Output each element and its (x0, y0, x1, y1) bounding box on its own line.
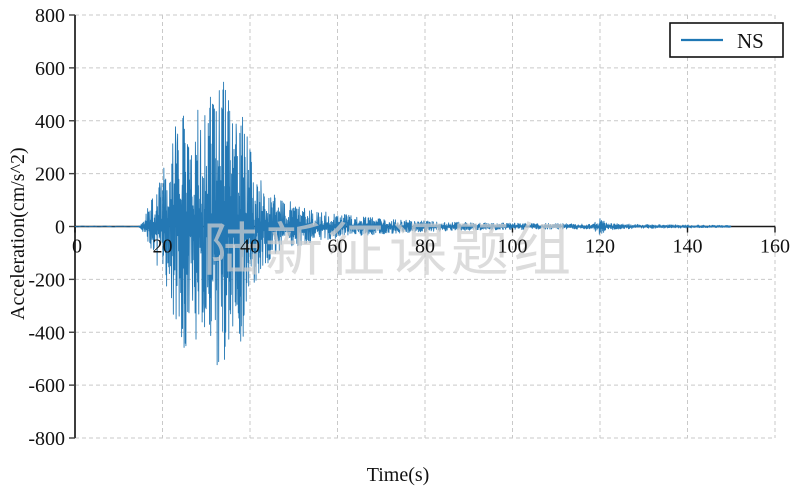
y-tick-label: 400 (35, 111, 65, 133)
x-tick-label: 20 (153, 236, 173, 258)
legend-series-label: NS (737, 29, 764, 53)
y-axis-title: Acceleration(cm/s^2) (7, 147, 29, 320)
y-tick-label: -800 (28, 428, 65, 450)
x-tick-label: 80 (415, 236, 435, 258)
x-tick-label: 120 (585, 236, 615, 258)
x-tick-label: 160 (760, 236, 790, 258)
watermark-text: 陆新征课题组 (203, 218, 575, 283)
y-tick-label: 800 (35, 5, 65, 27)
y-tick-label: 600 (35, 58, 65, 80)
y-tick-label: -600 (28, 375, 65, 397)
x-tick-label: 140 (673, 236, 703, 258)
legend: NS (669, 22, 784, 58)
x-tick-label: 0 (72, 236, 82, 258)
tick-labels: 800 600 400 200 0 -200 -400 -600 -800 0 20 40 60 80 10… (28, 5, 790, 450)
x-tick-label: 100 (498, 236, 528, 258)
y-tick-label: -200 (28, 269, 65, 291)
y-tick-label: 200 (35, 164, 65, 186)
y-tick-label: 0 (55, 217, 65, 239)
x-tick-label: 40 (240, 236, 260, 258)
y-tick-label: -400 (28, 322, 65, 344)
ns-acceleration-waveform (74, 81, 732, 366)
x-axis-title: Time(s) (367, 464, 430, 486)
x-tick-label: 60 (328, 236, 348, 258)
